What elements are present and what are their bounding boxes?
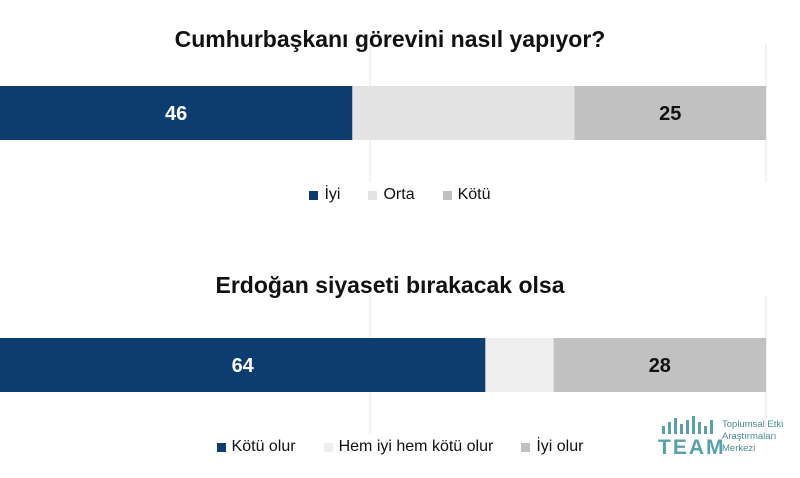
bar-segment <box>574 86 766 140</box>
logo-text: Toplumsal Etki Araştırmaları Merkezi <box>722 419 783 455</box>
legend-label: Orta <box>383 186 415 203</box>
chart-title: Cumhurbaşkanı görevini nasıl yapıyor? <box>174 26 606 52</box>
data-label: 64 <box>232 355 255 377</box>
data-label: 46 <box>165 103 187 125</box>
legend-label: Kötü olur <box>231 438 296 455</box>
legend-item: Orta <box>368 186 415 204</box>
legend-item: Kötü olur <box>216 438 296 456</box>
legend-swatch <box>521 442 531 452</box>
data-label: 28 <box>649 355 671 377</box>
legend-item: İyi <box>309 186 340 204</box>
chart-title: Erdoğan siyaseti bırakacak olsa <box>215 272 565 298</box>
legend-item: Hem iyi hem kötü olur <box>323 438 494 456</box>
logo-signal-icon <box>662 416 713 434</box>
chart-plot: 46 25 <box>0 44 767 182</box>
logo-line: Merkezi <box>722 443 756 454</box>
legend-label: Kötü <box>457 186 491 203</box>
bar-segment <box>352 86 575 140</box>
bar-segment <box>0 86 353 140</box>
logo-line: Araştırmaları <box>722 431 777 442</box>
legend-item: İyi olur <box>521 438 583 456</box>
legend-swatch <box>442 190 452 200</box>
legend-item: Kötü <box>442 186 491 204</box>
chart-legend: İyi Orta Kötü <box>0 186 800 204</box>
legend-label: İyi <box>324 186 341 203</box>
logo-wordmark: TEAM <box>658 436 726 459</box>
legend-label: Hem iyi hem kötü olur <box>338 438 494 455</box>
legend-swatch <box>309 190 319 200</box>
chart-legend: Kötü olur Hem iyi hem kötü olur İyi olur <box>0 438 800 456</box>
bar-segment <box>0 338 486 392</box>
legend-swatch <box>323 442 333 452</box>
team-logo: TEAM Toplumsal Etki Araştırmaları Merkez… <box>658 416 798 472</box>
chart-plot: 64 28 <box>0 296 767 434</box>
legend-label: İyi olur <box>536 438 584 455</box>
chart-approval: Cumhurbaşkanı görevini nasıl yapıyor? 46… <box>0 0 800 230</box>
legend-swatch <box>368 190 378 200</box>
legend-swatch <box>216 442 226 452</box>
logo-line: Toplumsal Etki <box>722 419 784 430</box>
bar-segment <box>553 338 766 392</box>
bar-segment <box>485 338 554 392</box>
data-label: 25 <box>659 103 681 125</box>
